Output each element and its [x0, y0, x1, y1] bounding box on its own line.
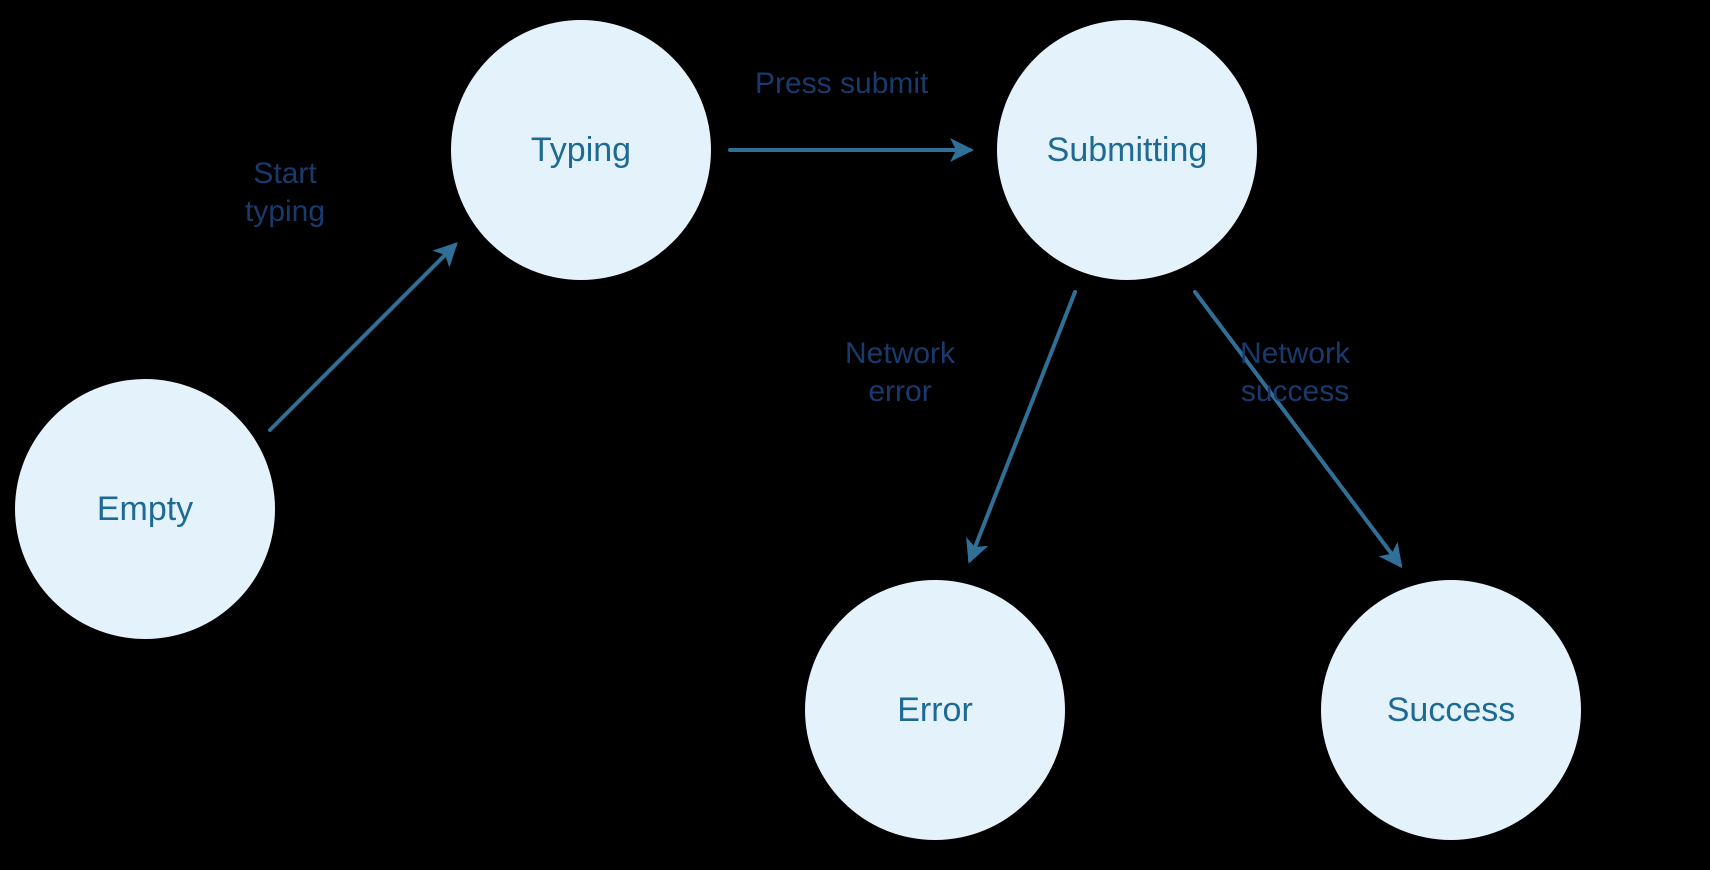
state-node-label: Error [897, 691, 973, 730]
state-node-label: Typing [531, 131, 631, 170]
transition-label: Start typing [245, 155, 325, 230]
transition-arrow [270, 245, 455, 430]
transition-arrow [970, 292, 1075, 560]
state-node-label: Submitting [1047, 131, 1208, 170]
state-node-label: Success [1387, 691, 1516, 730]
state-node-typing: Typing [451, 20, 711, 280]
state-node-empty: Empty [15, 379, 275, 639]
state-node-error: Error [805, 580, 1065, 840]
transition-label: Network success [1240, 335, 1350, 410]
state-node-label: Empty [97, 490, 193, 529]
state-diagram: Empty Typing Submitting Error Success Start … [0, 0, 1710, 870]
transition-label: Press submit [755, 65, 928, 103]
state-node-submitting: Submitting [997, 20, 1257, 280]
transition-label: Network error [845, 335, 955, 410]
state-node-success: Success [1321, 580, 1581, 840]
transition-arrow [1195, 292, 1400, 565]
